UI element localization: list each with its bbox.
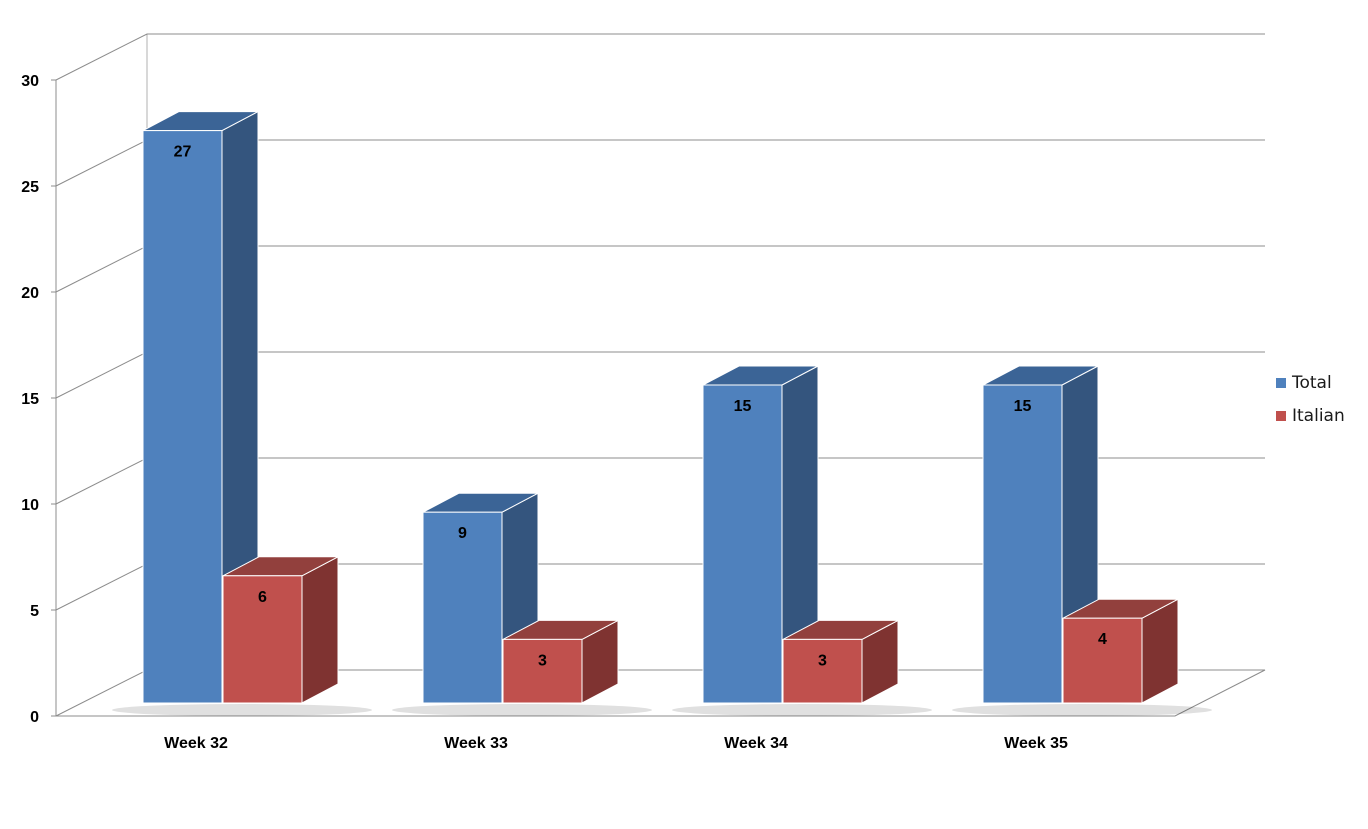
data-label: 15: [1014, 398, 1032, 415]
bar-shadow: [112, 704, 372, 716]
bars: 27 6 9 3 15 3 15 4: [112, 110, 1212, 716]
bar-shadow: [672, 704, 932, 716]
legend-label-total: Total: [1292, 372, 1332, 393]
bar-shadow: [952, 704, 1212, 716]
chart-floor: [55, 669, 1266, 717]
y-axis-tick-labels: 0 5 10 15 20 25 30: [21, 73, 39, 726]
legend-item-total: Total: [1276, 366, 1345, 399]
x-tick-label: Week 32: [164, 735, 228, 752]
bar-front: [222, 575, 303, 704]
data-label: 4: [1098, 631, 1107, 648]
bar-front: [1062, 617, 1143, 704]
data-label: 9: [458, 525, 467, 542]
bar-italian-week-35: 4: [1062, 598, 1179, 704]
bar-shadow: [392, 704, 652, 716]
y-tick-label: 10: [21, 497, 39, 514]
data-label: 6: [258, 589, 267, 606]
y-tick-label: 20: [21, 285, 39, 302]
bar-front: [502, 638, 583, 704]
y-tick-label: 25: [21, 179, 39, 196]
y-tick-label: 30: [21, 73, 39, 90]
legend-item-italian: Italian: [1276, 399, 1345, 432]
bar-front: [982, 384, 1063, 704]
data-label: 27: [174, 144, 192, 161]
bar-italian-week-32: 6: [222, 555, 339, 704]
bar-italian-week-34: 3: [782, 619, 899, 704]
bar-front: [702, 384, 783, 704]
legend-swatch-italian: [1276, 410, 1286, 421]
bar-side: [301, 555, 339, 704]
data-label: 15: [734, 398, 752, 415]
data-label: 3: [818, 652, 827, 669]
bar-front: [422, 511, 503, 704]
bar-italian-week-33: 3: [502, 619, 619, 704]
gridline: [55, 33, 1265, 81]
x-tick-label: Week 33: [444, 735, 508, 752]
y-tick-label: 5: [30, 603, 39, 620]
legend-label-italian: Italian: [1292, 405, 1345, 426]
data-label: 3: [538, 652, 547, 669]
bar-front: [782, 638, 863, 704]
y-tick-label: 0: [30, 709, 39, 726]
legend: Total Italian: [1276, 366, 1345, 432]
legend-swatch-total: [1276, 377, 1286, 388]
bar-front: [142, 130, 223, 704]
x-axis-tick-labels: Week 32 Week 33 Week 34 Week 35: [164, 735, 1068, 752]
bar-total-week-34: 15: [702, 365, 819, 704]
x-tick-label: Week 35: [1004, 735, 1068, 752]
x-tick-label: Week 34: [724, 735, 788, 752]
bar-total-week-32: 27: [142, 110, 259, 704]
y-tick-label: 15: [21, 391, 39, 408]
